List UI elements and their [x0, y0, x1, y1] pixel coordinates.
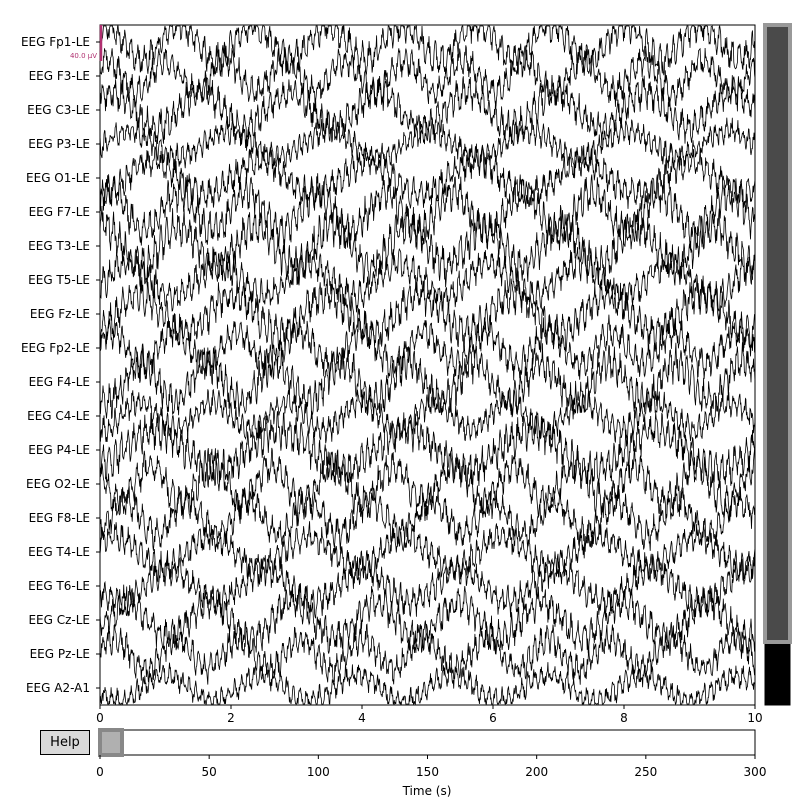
plot-frame: [99, 24, 756, 706]
eeg-trace: [99, 521, 756, 584]
time-x-tick-label: 50: [202, 765, 217, 779]
eeg-trace: [99, 584, 756, 654]
time-x-tick-label: 250: [634, 765, 657, 779]
eeg-trace: [99, 117, 756, 171]
channel-label: EEG T3-LE: [28, 239, 90, 253]
eeg-trace-plot[interactable]: 40.0 µV: [70, 24, 756, 706]
time-x-tick-label: 150: [416, 765, 439, 779]
eeg-trace: [99, 485, 756, 552]
eeg-trace: [99, 75, 756, 146]
help-button[interactable]: Help: [40, 730, 90, 755]
channel-label: EEG T4-LE: [28, 545, 90, 559]
channel-label: EEG O1-LE: [26, 171, 90, 185]
channel-scrollbar[interactable]: [763, 23, 792, 706]
main-x-tick-label: 0: [96, 711, 104, 725]
channel-label: EEG P3-LE: [28, 137, 90, 151]
main-x-tick-label: 10: [747, 711, 762, 725]
time-x-tick-label: 100: [307, 765, 330, 779]
scale-bar: 40.0 µV: [70, 25, 103, 61]
channel-label: EEG A2-A1: [26, 681, 90, 695]
channel-scrollbar-thumb[interactable]: [763, 23, 792, 644]
eeg-trace: [99, 388, 756, 444]
time-scrollbar-thumb[interactable]: [98, 728, 124, 757]
channel-label: EEG Cz-LE: [28, 613, 90, 627]
channel-label: EEG F3-LE: [29, 69, 90, 83]
channel-label: EEG C4-LE: [27, 409, 90, 423]
time-scrollbar[interactable]: [98, 728, 756, 757]
trace-group: [99, 24, 756, 706]
channel-label: EEG F4-LE: [29, 375, 90, 389]
channel-scrollbar-hidden-region: [765, 642, 790, 705]
channel-label: EEG Fp1-LE: [21, 35, 90, 49]
main-x-tick-label: 4: [358, 711, 366, 725]
channel-label: EEG O2-LE: [26, 477, 90, 491]
channel-label: EEG T6-LE: [28, 579, 90, 593]
channel-label: EEG Fp2-LE: [21, 341, 90, 355]
channel-label: EEG Fz-LE: [30, 307, 90, 321]
channel-label: EEG F8-LE: [29, 511, 90, 525]
channel-label: EEG Pz-LE: [30, 647, 90, 661]
eeg-trace: [99, 173, 756, 252]
eeg-trace: [99, 246, 756, 314]
time-x-tick-label: 0: [96, 765, 104, 779]
channel-label: EEG P4-LE: [28, 443, 90, 457]
channel-label: EEG T5-LE: [28, 273, 90, 287]
main-x-tick-label: 2: [227, 711, 235, 725]
scale-bar-label: 40.0 µV: [70, 52, 97, 60]
eeg-trace: [99, 342, 756, 420]
eeg-trace: [99, 411, 756, 490]
main-x-axis: 0 2 4 6 8 10: [96, 705, 763, 725]
eeg-trace: [99, 314, 756, 381]
eeg-trace: [99, 145, 756, 211]
time-axis-label: Time (s): [402, 784, 452, 798]
time-x-tick-label: 300: [744, 765, 767, 779]
eeg-trace: [99, 447, 756, 522]
eeg-trace: [99, 553, 756, 619]
time-scrollbar-track: [99, 729, 756, 756]
channel-labels: EEG Fp1-LE EEG F3-LE EEG C3-LE EEG P3-LE EEG…: [21, 35, 100, 695]
eeg-trace: [99, 24, 756, 77]
time-x-tick-label: 200: [525, 765, 548, 779]
main-x-tick-label: 6: [489, 711, 497, 725]
main-x-tick-label: 8: [620, 711, 628, 725]
channel-label: EEG C3-LE: [27, 103, 90, 117]
eeg-trace: [99, 661, 756, 706]
time-x-axis: 0 50 100 150 200 250 300: [96, 755, 766, 779]
eeg-trace: [99, 45, 756, 108]
eeg-trace: [99, 277, 756, 353]
channel-label: EEG F7-LE: [29, 205, 90, 219]
